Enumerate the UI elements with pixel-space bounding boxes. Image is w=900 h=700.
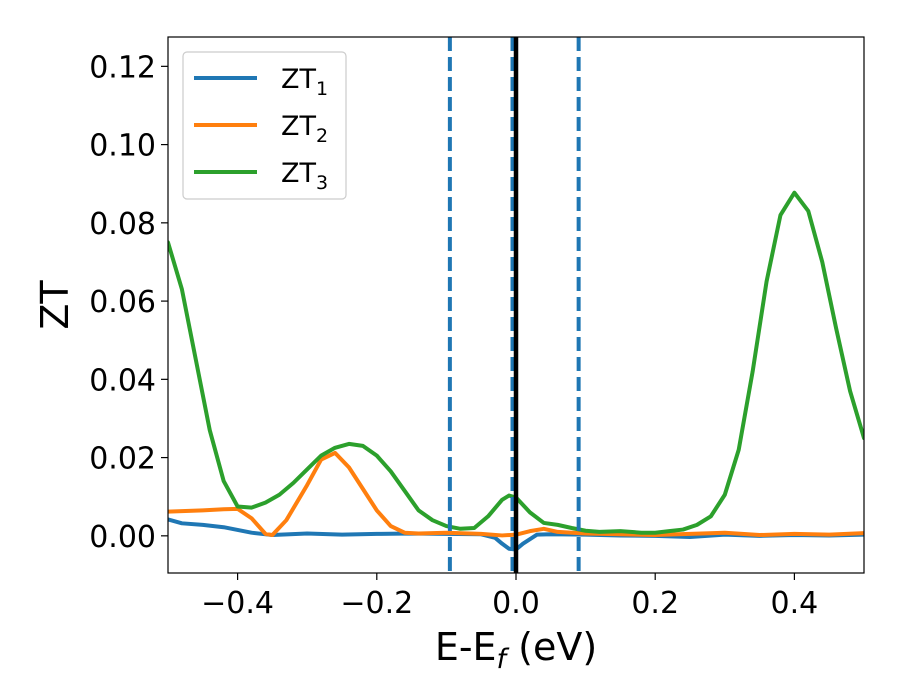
legend: ZT1 ZT2 ZT3 <box>182 51 347 200</box>
y-tick-label: 0.02 <box>89 442 156 477</box>
legend-label: ZT3 <box>281 158 328 194</box>
plot-area: −0.4 −0.2 0.0 0.2 0.4 0.00 0.02 0.04 0.06 0.08 0.1… <box>33 36 865 675</box>
y-axis-label: ZT <box>33 280 77 330</box>
series-line-zt3 <box>168 190 864 535</box>
legend-label: ZT2 <box>281 111 328 147</box>
y-tick-label: 0.12 <box>89 50 156 85</box>
x-tick-label: 0.4 <box>771 586 819 621</box>
y-tick-label: 0.10 <box>89 129 156 164</box>
plot-contents <box>168 37 864 573</box>
x-tick-label: −0.2 <box>340 586 413 621</box>
x-tick-label: −0.4 <box>201 586 274 621</box>
series-line-zt1 <box>168 517 864 552</box>
x-tick-label: 0.2 <box>631 586 679 621</box>
series-line-zt2 <box>168 450 864 538</box>
x-tick-label: 0.0 <box>492 586 540 621</box>
y-tick-label: 0.08 <box>89 207 156 242</box>
legend-box <box>182 51 347 200</box>
y-tick-label: 0.00 <box>89 520 156 555</box>
legend-entry-zt2: ZT2 <box>194 111 328 147</box>
legend-label: ZT1 <box>281 64 328 100</box>
y-tick-label: 0.04 <box>89 363 156 398</box>
y-tick-label: 0.06 <box>89 285 156 320</box>
x-axis-label: E-Ef (eV) <box>435 625 597 675</box>
legend-entry-zt1: ZT1 <box>194 64 328 100</box>
legend-entry-zt3: ZT3 <box>194 158 328 194</box>
